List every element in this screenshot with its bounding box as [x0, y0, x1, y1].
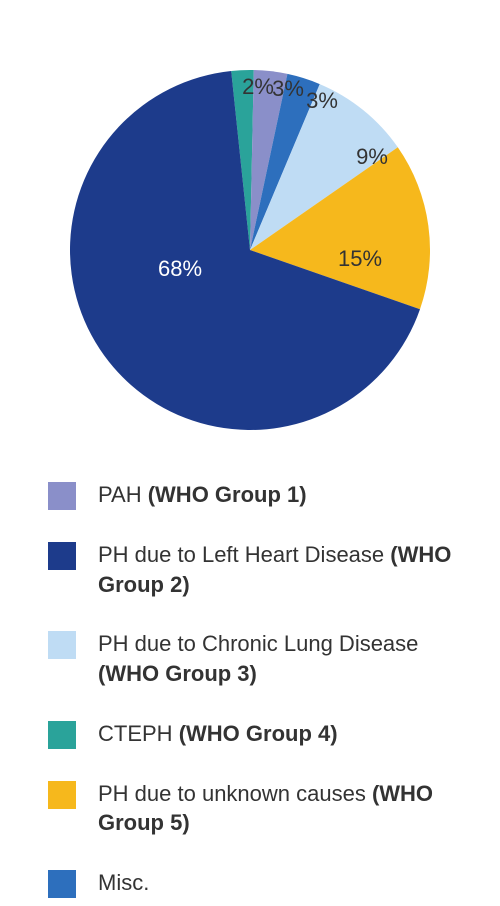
legend-item-lhd: PH due to Left Heart Disease (WHO Group …	[48, 540, 470, 599]
legend-label-bold: (WHO Group 4)	[179, 721, 338, 746]
legend-swatch-clung	[48, 631, 76, 659]
legend-label-cteph: CTEPH (WHO Group 4)	[98, 719, 338, 749]
pie-label-pah: 3%	[272, 76, 304, 101]
legend-item-misc: Misc.	[48, 868, 470, 898]
legend-item-clung: PH due to Chronic Lung Disease (WHO Grou…	[48, 629, 470, 688]
pie-label-unknown: 15%	[338, 246, 382, 271]
legend-swatch-cteph	[48, 721, 76, 749]
legend-label-lhd: PH due to Left Heart Disease (WHO Group …	[98, 540, 470, 599]
pie-label-misc: 3%	[306, 88, 338, 113]
legend-swatch-lhd	[48, 542, 76, 570]
legend-label-misc: Misc.	[98, 868, 149, 898]
legend-label-prefix: PH due to unknown causes	[98, 781, 372, 806]
legend-label-prefix: CTEPH	[98, 721, 179, 746]
pie-label-clung: 9%	[356, 144, 388, 169]
pie-chart: 2%3%3%9%15%68%	[60, 40, 440, 440]
pie-chart-container: 2%3%3%9%15%68%	[30, 40, 470, 440]
legend-label-pah: PAH (WHO Group 1)	[98, 480, 307, 510]
legend-label-prefix: PH due to Left Heart Disease	[98, 542, 390, 567]
pie-label-lhd: 68%	[158, 256, 202, 281]
legend-label-prefix: PAH	[98, 482, 148, 507]
legend-label-bold: (WHO Group 1)	[148, 482, 307, 507]
legend-label-unknown: PH due to unknown causes (WHO Group 5)	[98, 779, 470, 838]
legend-swatch-unknown	[48, 781, 76, 809]
legend-label-prefix: PH due to Chronic Lung Disease	[98, 631, 418, 656]
legend-label-bold: (WHO Group 3)	[98, 661, 257, 686]
legend-swatch-misc	[48, 870, 76, 898]
legend-item-pah: PAH (WHO Group 1)	[48, 480, 470, 510]
legend-item-unknown: PH due to unknown causes (WHO Group 5)	[48, 779, 470, 838]
legend-label-clung: PH due to Chronic Lung Disease (WHO Grou…	[98, 629, 470, 688]
legend: PAH (WHO Group 1) PH due to Left Heart Di…	[30, 480, 470, 898]
pie-label-cteph: 2%	[242, 74, 274, 99]
legend-item-cteph: CTEPH (WHO Group 4)	[48, 719, 470, 749]
legend-swatch-pah	[48, 482, 76, 510]
legend-label-prefix: Misc.	[98, 870, 149, 895]
